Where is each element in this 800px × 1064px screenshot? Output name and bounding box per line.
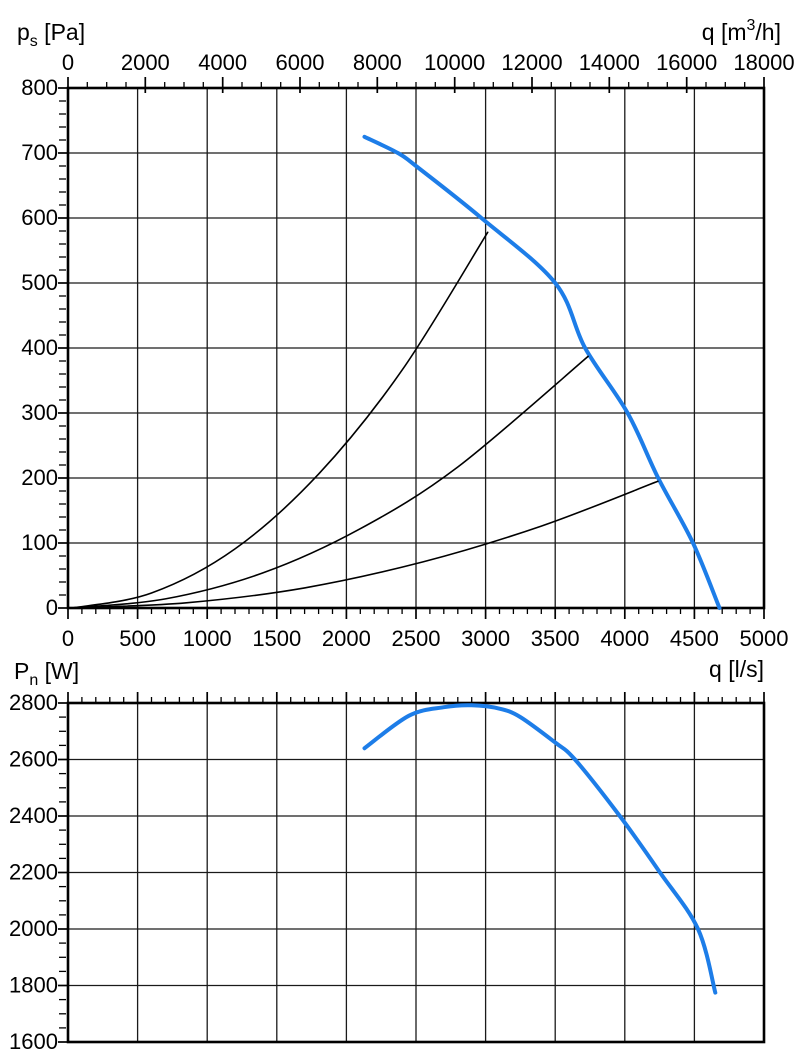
top-axis-tick-label: 12000 [501, 50, 562, 75]
system-curve-1 [71, 231, 489, 609]
system-curve-3 [71, 480, 659, 609]
power-chart-plot-border [66, 701, 766, 1044]
bottom-axis-tick-label: 3500 [531, 626, 580, 651]
pressure-chart-left-axis: 0 100 200 300 400 500 600 700 800 [21, 75, 68, 620]
top-axis-tick-label: 0 [62, 50, 74, 75]
flow-m3h-axis-title: q [m3/h] [702, 17, 781, 45]
top-axis-tick-label: 16000 [656, 50, 717, 75]
left-axis-tick-label: 200 [21, 465, 58, 490]
bottom-axis-tick-label: 5000 [740, 626, 789, 651]
pressure-axis-title: ps [Pa] [17, 19, 85, 50]
bottom-axis-tick-label: 0 [62, 626, 74, 651]
power-chart-left-axis: 1600 1800 2000 2200 2400 2600 2800 [9, 690, 68, 1054]
top-axis-tick-label: 10000 [424, 50, 485, 75]
left-axis-tick-label: 500 [21, 270, 58, 295]
left-axis-tick-label: 2000 [9, 916, 58, 941]
bottom-axis-tick-label: 2000 [322, 626, 371, 651]
left-axis-tick-label: 300 [21, 400, 58, 425]
pressure-chart-plot-border [66, 86, 766, 610]
bottom-axis-tick-label: 500 [119, 626, 156, 651]
bottom-axis-tick-label: 4500 [670, 626, 719, 651]
bottom-axis-tick-label: 3000 [461, 626, 510, 651]
left-axis-tick-label: 2200 [9, 860, 58, 885]
pressure-chart-bottom-axis: 0 500 1000 1500 2000 2500 3000 3500 4000 4500 5000 [62, 608, 789, 651]
top-axis-tick-label: 4000 [198, 50, 247, 75]
left-axis-tick-label: 2600 [9, 747, 58, 772]
flow-ls-axis-title: q [l/s] [709, 656, 764, 682]
pressure-chart-top-axis: 0 2000 4000 6000 8000 10000 12000 14000 16000 180… [62, 50, 795, 93]
power-chart-top-axis [67, 692, 765, 703]
top-axis-tick-label: 14000 [579, 50, 640, 75]
left-axis-tick-label: 0 [46, 595, 58, 620]
fan-power-curve [362, 703, 718, 995]
power-chart-grid [68, 703, 764, 1042]
power-axis-title: Pn [W] [14, 658, 79, 689]
left-axis-tick-label: 100 [21, 530, 58, 555]
left-axis-tick-label: 600 [21, 205, 58, 230]
left-axis-tick-label: 1800 [9, 973, 58, 998]
bottom-axis-tick-label: 1500 [252, 626, 301, 651]
left-axis-tick-label: 700 [21, 140, 58, 165]
top-axis-tick-label: 2000 [121, 50, 170, 75]
top-axis-tick-label: 18000 [733, 50, 794, 75]
bottom-axis-tick-label: 1000 [183, 626, 232, 651]
left-axis-tick-label: 2800 [9, 690, 58, 715]
left-axis-tick-label: 800 [21, 75, 58, 100]
top-axis-tick-label: 6000 [276, 50, 325, 75]
system-curve-2 [71, 355, 589, 609]
bottom-axis-tick-label: 2500 [392, 626, 441, 651]
left-axis-tick-label: 400 [21, 335, 58, 360]
left-axis-tick-label: 2400 [9, 803, 58, 828]
left-axis-tick-label: 1600 [9, 1029, 58, 1054]
bottom-axis-tick-label: 4000 [600, 626, 649, 651]
top-axis-tick-label: 8000 [353, 50, 402, 75]
pressure-chart: 0 2000 4000 6000 8000 10000 12000 14000 16000 180… [17, 17, 795, 682]
fan-pressure-curve [362, 134, 722, 610]
